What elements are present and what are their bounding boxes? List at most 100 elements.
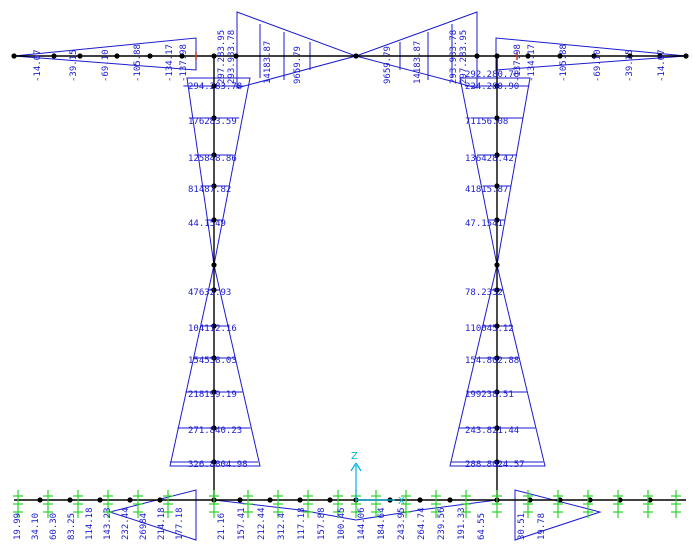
base-node (617, 497, 623, 503)
column-node (211, 217, 217, 223)
column-node (494, 323, 500, 329)
beam-node (474, 53, 480, 59)
column-node (494, 152, 500, 158)
base-label: 30.51 (517, 513, 527, 540)
beam-node (494, 53, 500, 59)
beam-diagram-right-center (354, 11, 478, 89)
column-label-right: 136428.42 (465, 154, 514, 164)
beam-mid-label: 297.283.95 (217, 30, 227, 84)
column-node (211, 183, 217, 189)
column-label-right: 71156.08 (465, 117, 508, 127)
base-node (297, 497, 303, 503)
beam-label: -39.15 (69, 49, 79, 82)
beam-label: -14.07 (33, 49, 43, 82)
column-label-left: 294.283.78 (188, 82, 242, 92)
base-label: 191.33 (457, 507, 467, 540)
column-label-left: 125848.86 (188, 154, 237, 164)
base-label: 143.23 (103, 507, 113, 540)
beam-node (627, 53, 633, 59)
base-label: 19.78 (537, 513, 547, 540)
beam-node (557, 53, 563, 59)
base-label: 157.88 (317, 507, 327, 540)
column-node (211, 83, 217, 89)
base-diagram-left (108, 489, 197, 541)
column-node (494, 83, 500, 89)
base-node (157, 497, 163, 503)
column-node (211, 152, 217, 158)
base-label: 21.16 (217, 513, 227, 540)
base-label: 264.74 (417, 507, 427, 540)
column-diagram-left-upper (186, 77, 251, 266)
beam-label: -137.98 (513, 44, 523, 82)
column-label-left: 326.8804.98 (188, 460, 248, 470)
base-label: 157.41 (237, 507, 247, 540)
base-node (37, 497, 43, 503)
column-diagram-left-lower (169, 264, 261, 467)
base-node (327, 497, 333, 503)
beam-label: -69.10 (593, 49, 603, 82)
beam-label: -137.98 (179, 44, 189, 82)
column-node (211, 115, 217, 121)
beam-mid-label: 14183.87 (413, 41, 423, 84)
beam-node (51, 53, 57, 59)
column-label-right: 243.821.44 (465, 426, 519, 436)
base-node (267, 497, 273, 503)
column-label-right: 110045.12 (465, 324, 514, 334)
beam-label: -105.88 (559, 44, 569, 82)
column-label-left: 47632.93 (188, 288, 231, 298)
column-label-right: 154.802.88 (465, 356, 519, 366)
column-label-left: 154538.03 (188, 356, 237, 366)
base-label: 184.64 (377, 507, 387, 540)
base-label: 26984 (139, 513, 149, 540)
beam-node (147, 53, 153, 59)
column-node (494, 217, 500, 223)
column-label-left: 81487.82 (188, 185, 231, 195)
column-node (211, 287, 217, 293)
z-axis-arrow (355, 462, 362, 472)
beam-node (114, 53, 120, 59)
base-node (447, 497, 453, 503)
column-label-right: 292.280.78 (465, 70, 519, 80)
beam-mid-label: 9659.79 (293, 46, 303, 84)
base-label: 312.4 (277, 513, 287, 540)
column-node (494, 355, 500, 361)
beam-node (77, 53, 83, 59)
base-node (127, 497, 133, 503)
beam-node (591, 53, 597, 59)
base-label: 212.44 (257, 507, 267, 540)
column-node (211, 262, 217, 268)
column-label-right: 41815.87 (465, 185, 508, 195)
base-label: 214.18 (157, 507, 167, 540)
column-label-left: 271.840.23 (188, 426, 242, 436)
beam-node (11, 53, 17, 59)
beam-label: -105.88 (133, 44, 143, 82)
base-node (557, 497, 563, 503)
base-label: 117.18 (297, 507, 307, 540)
beam-node (525, 53, 531, 59)
column-node (494, 287, 500, 293)
column-node (494, 389, 500, 395)
base-label: 60.30 (49, 513, 59, 540)
beam-mid-label: 297.283.95 (459, 30, 469, 84)
base-label: 19.99 (13, 513, 23, 540)
base-label: 144.06 (357, 507, 367, 540)
x-axis-label: X (398, 496, 405, 507)
beam-node (657, 53, 663, 59)
beam-node (211, 53, 217, 59)
column-node (494, 262, 500, 268)
beam-node (353, 53, 359, 59)
column-label-left: 218199.19 (188, 390, 237, 400)
base-label: 239.56 (437, 507, 447, 540)
base-node (527, 497, 533, 503)
base-label: 243.95 (397, 507, 407, 540)
column-label-right: 78.2332 (465, 288, 503, 298)
z-axis-arrow (350, 462, 357, 472)
beam-node (179, 53, 185, 59)
z-axis-label: Z (351, 451, 358, 462)
beam-label: -134.17 (165, 44, 175, 82)
column-node (211, 389, 217, 395)
beam-label: -39.15 (625, 49, 635, 82)
beam-node (233, 53, 239, 59)
beam-mid-label: 293.933.78 (227, 30, 237, 84)
